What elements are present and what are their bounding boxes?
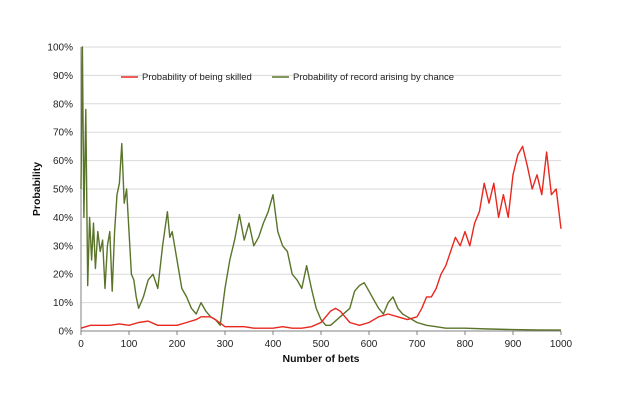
y-tick-label: 60%: [53, 156, 73, 167]
y-tick-label: 70%: [53, 128, 73, 139]
legend-label-chance: Probability of record arising by chance: [293, 72, 454, 83]
series-line-skilled: [80, 145, 562, 329]
x-tick-label: 500: [313, 339, 330, 350]
x-tick-label: 0: [78, 339, 84, 350]
legend: Probability of being skilled Probability…: [121, 72, 454, 83]
y-tick-label: 100%: [47, 43, 73, 54]
x-tick-label: 700: [409, 339, 426, 350]
y-tick-label: 80%: [53, 99, 73, 110]
x-axis-title: Number of bets: [282, 353, 359, 365]
y-tick-label: 40%: [53, 213, 73, 224]
series-lines: [80, 46, 562, 331]
x-tick-label: 400: [265, 339, 282, 350]
x-tick-label: 1000: [550, 339, 573, 350]
y-tick-label: 50%: [53, 185, 73, 196]
y-axis-title: Probability: [31, 162, 43, 216]
x-tick-label: 300: [217, 339, 234, 350]
y-tick-label: 30%: [53, 241, 73, 252]
y-tick-label: 10%: [53, 298, 73, 309]
x-tick-label: 900: [505, 339, 522, 350]
y-tick-label: 20%: [53, 270, 73, 281]
gridlines: [81, 46, 561, 304]
x-tick-labels: 0 100 200 300 400 500 600 700 800 900 1000: [78, 331, 573, 350]
x-tick-label: 600: [361, 339, 378, 350]
legend-label-skilled: Probability of being skilled: [142, 72, 252, 83]
y-tick-label: 0%: [59, 327, 74, 338]
x-tick-label: 100: [121, 339, 138, 350]
series-line-chance: [80, 46, 562, 331]
x-tick-label: 200: [169, 339, 186, 350]
x-tick-label: 800: [457, 339, 474, 350]
y-tick-labels: 0% 10% 20% 30% 40% 50% 60% 70% 80% 90% 100%: [47, 43, 73, 338]
y-tick-label: 90%: [53, 71, 73, 82]
